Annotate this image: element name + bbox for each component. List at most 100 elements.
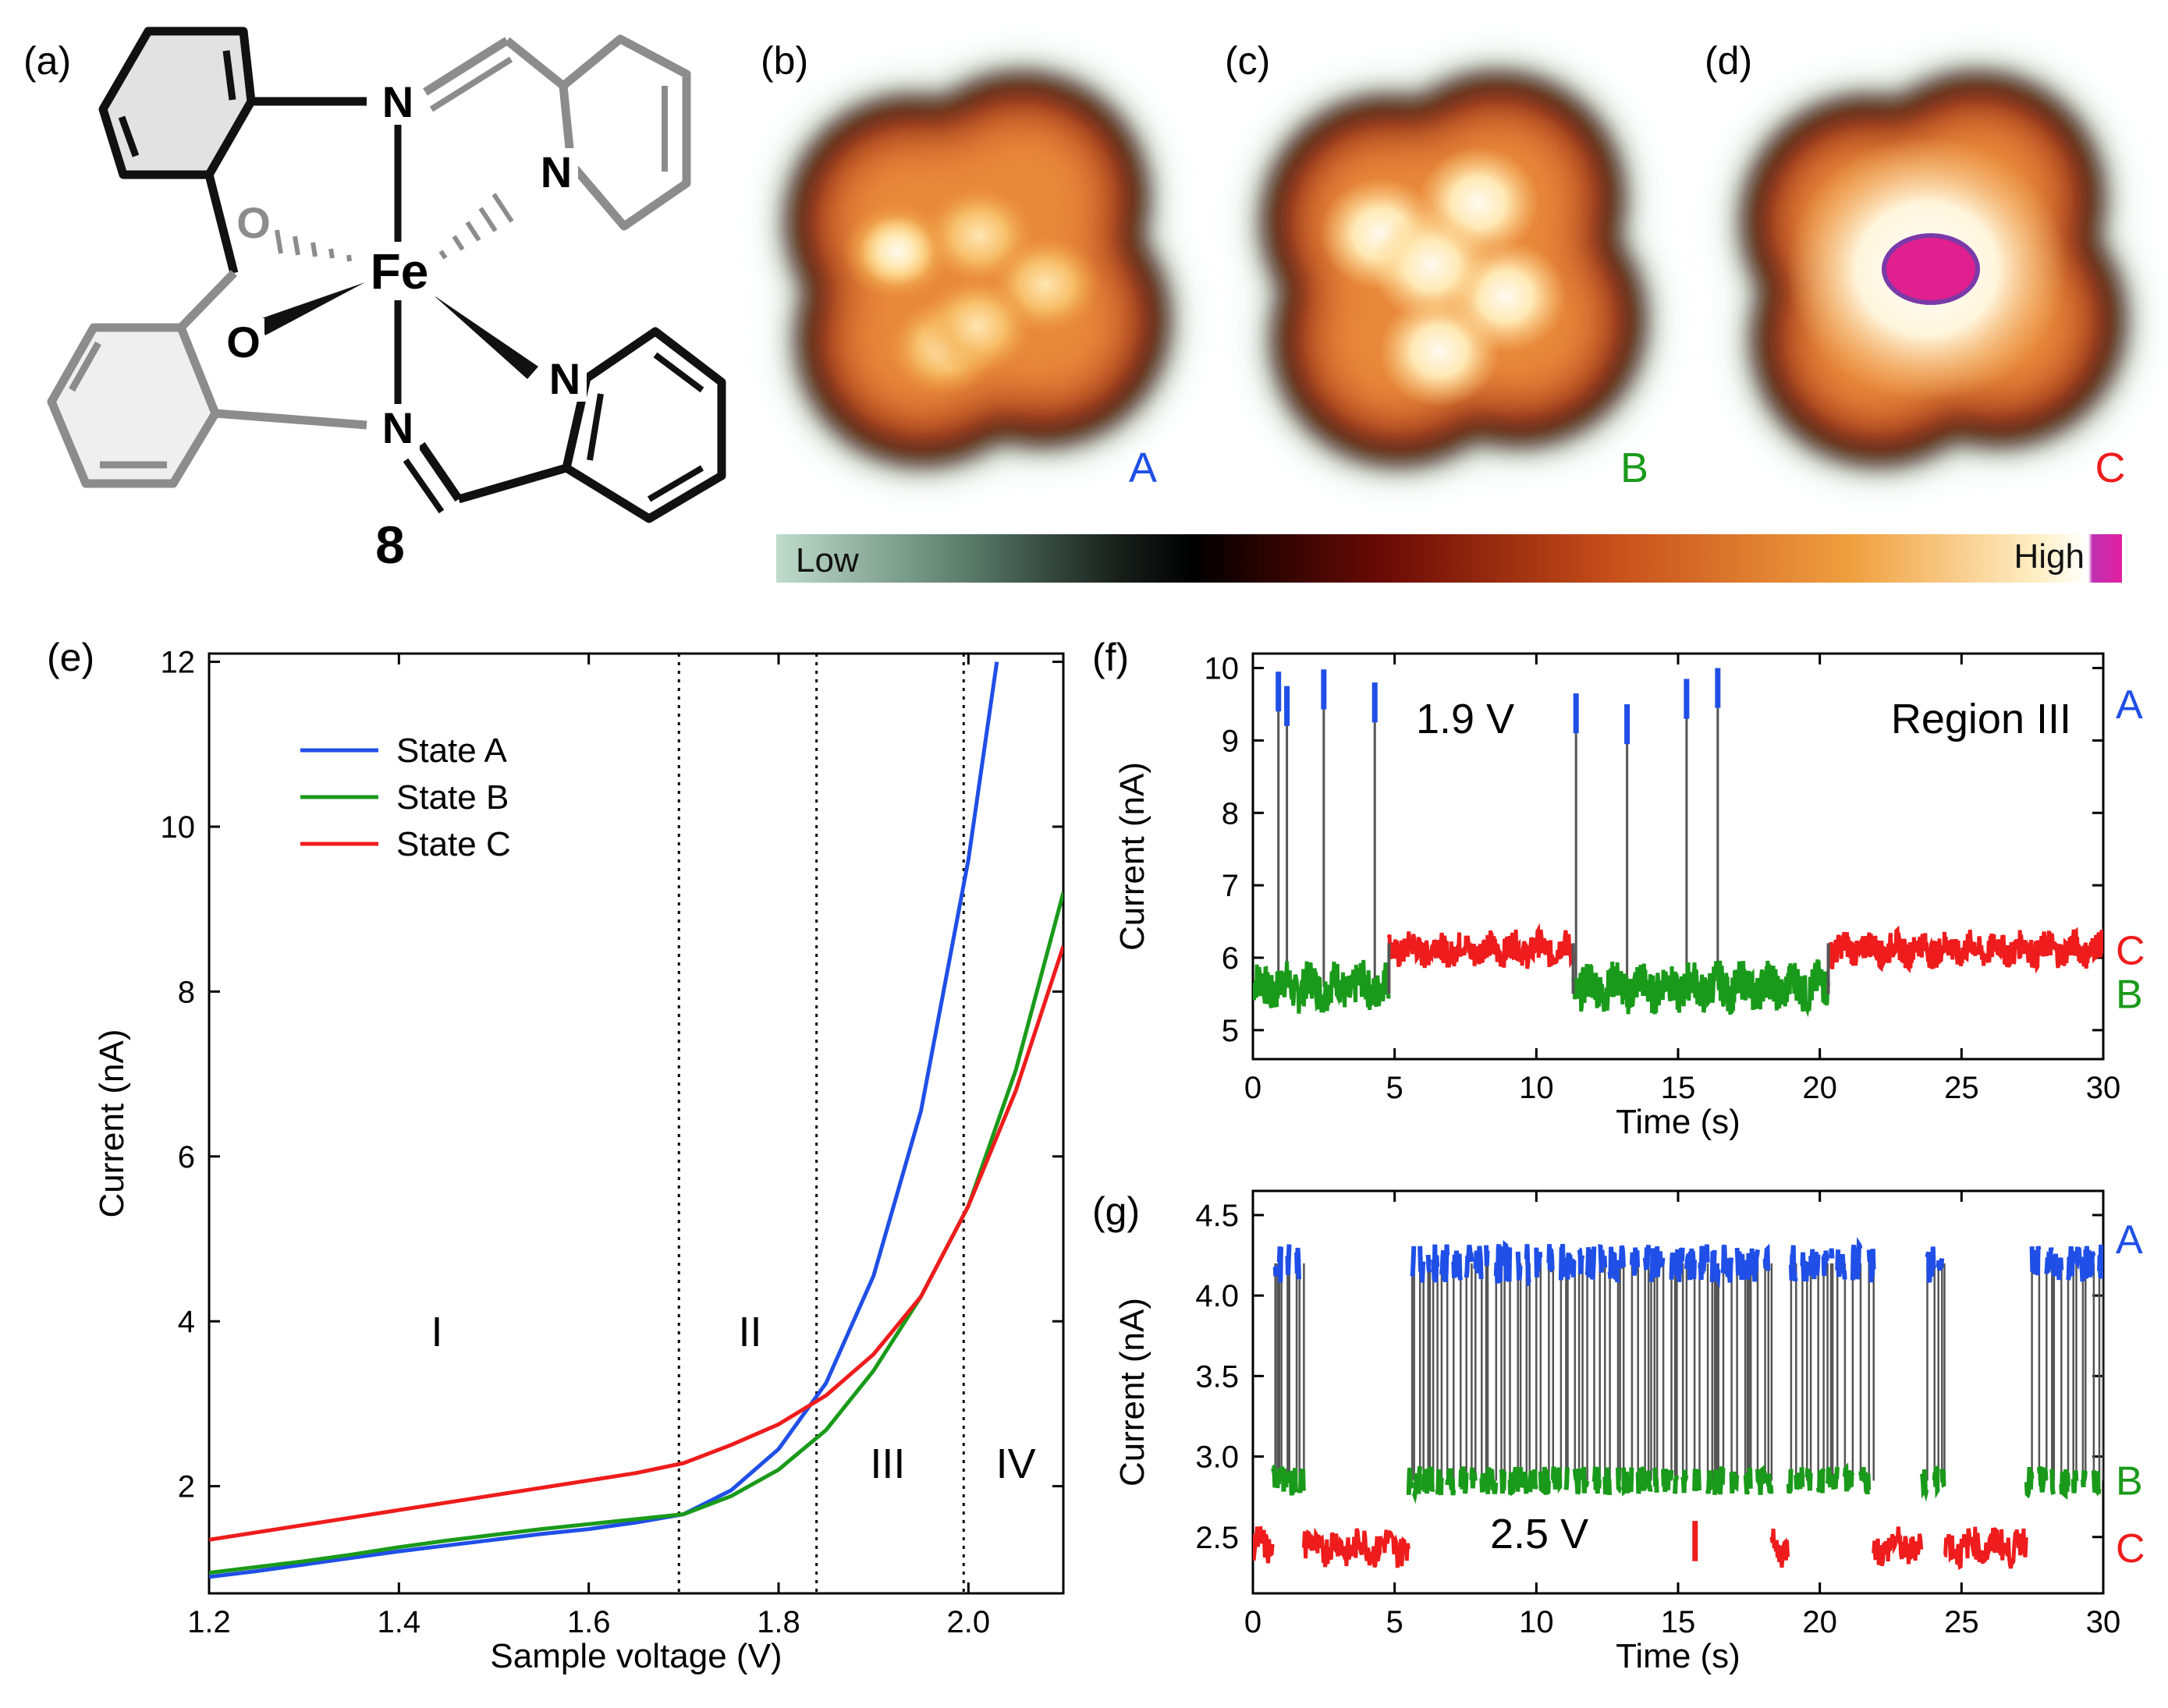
- state-a-segment: [1410, 1239, 1771, 1289]
- stm-image-state-b: [1252, 62, 1655, 476]
- panel-e-letter: (e): [47, 636, 94, 679]
- upper-phenyl-inner-bond: [222, 50, 236, 101]
- state-b-segment: [1571, 959, 1831, 1018]
- bond-ring-o-upper: [204, 173, 239, 275]
- level-label: C: [2116, 929, 2145, 974]
- stm-bright-spot: [860, 216, 935, 286]
- x-tick-label: 25: [1944, 1605, 1979, 1639]
- stm-bright-spot: [923, 278, 1032, 374]
- x-tick-label: 0: [1244, 1071, 1261, 1105]
- y-axis-label: Current (nA): [1113, 762, 1151, 951]
- atom-mask-n-pyr-bottom: [543, 355, 587, 402]
- state-label-c: C: [2095, 445, 2126, 491]
- y-tick-label: 12: [161, 646, 196, 680]
- hash-bond-fe-n-back: [438, 193, 514, 260]
- compound-number: 8: [375, 516, 405, 575]
- x-tick-label: 5: [1386, 1071, 1403, 1105]
- bond-imine-top: [423, 37, 509, 96]
- y-tick-label: 3.0: [1195, 1440, 1239, 1475]
- atom-mask-fe: [365, 248, 435, 299]
- state-a-segment: [1925, 1246, 1945, 1284]
- y-tick-label: 10: [1205, 652, 1240, 686]
- pyridine-bottom-inner: [587, 393, 604, 461]
- upper-phenyl-inner-bond-2: [118, 115, 140, 158]
- y-tick-label: 4: [178, 1305, 195, 1339]
- stm-magenta-spot: [1882, 233, 1980, 305]
- state-c-segment: [1943, 1526, 2028, 1570]
- state-a-segment: [1272, 1244, 1301, 1283]
- y-tick-label: 10: [161, 810, 196, 845]
- y-tick-label: 2: [178, 1470, 195, 1504]
- x-axis-label: Time (s): [1616, 1637, 1740, 1675]
- state-b-segment: [1406, 1464, 1774, 1504]
- atom-mask-o-front: [222, 318, 264, 363]
- state-a-segment: [1788, 1236, 1876, 1283]
- level-label: A: [2116, 1217, 2143, 1263]
- wedge-bond-fe-o: [257, 282, 365, 335]
- pyridine-bottom-inner-2: [653, 352, 704, 393]
- atom-mask-o-back: [232, 199, 275, 244]
- y-tick-label: 7: [1222, 869, 1239, 903]
- state-b-segment: [1253, 959, 1391, 1014]
- state-c-segment: [1301, 1527, 1410, 1568]
- atom-mask-n-pyr-top: [534, 148, 578, 195]
- atom-o-front: O: [226, 317, 261, 367]
- wedge-bond-fe-n-pyridine: [433, 295, 538, 379]
- y-tick-label: 9: [1222, 724, 1239, 758]
- level-label: C: [2116, 1526, 2145, 1572]
- state-c-segment: [1386, 923, 1576, 969]
- y-axis-label: Current (nA): [93, 1029, 131, 1217]
- y-tick-label: 2.5: [1195, 1521, 1239, 1555]
- y-tick-label: 4.5: [1195, 1199, 1239, 1233]
- transition-lines: [1926, 1263, 1946, 1481]
- x-tick-label: 1.8: [757, 1605, 800, 1639]
- y-tick-label: 8: [178, 975, 195, 1009]
- panel-g-letter: (g): [1092, 1189, 1140, 1233]
- state-b-segment: [1271, 1464, 1306, 1496]
- region-label: IV: [996, 1440, 1036, 1487]
- x-tick-label: 15: [1661, 1071, 1696, 1105]
- transition-lines: [1410, 1263, 1773, 1481]
- atom-n-bottom: N: [382, 403, 413, 452]
- stm-bright-spot: [1371, 209, 1492, 321]
- trace-group: [1253, 1236, 2103, 1570]
- x-tick-label: 25: [1944, 1071, 1979, 1105]
- series-line-state-c: [209, 945, 1063, 1542]
- region-label: II: [738, 1309, 761, 1355]
- panel-f-letter: (f): [1092, 636, 1129, 679]
- region-label: III: [870, 1440, 905, 1487]
- bond-imine-bottom: [417, 441, 463, 502]
- voltage-annotation: 2.5 V: [1490, 1511, 1588, 1557]
- state-b-segment: [2024, 1465, 2102, 1501]
- atom-o-back: O: [236, 198, 271, 247]
- atom-mask-n-top: [376, 78, 420, 125]
- hash-bond-fe-o: [275, 229, 352, 262]
- panel-d-letter: (d): [1705, 39, 1752, 83]
- state-c-segment: [1826, 925, 2103, 974]
- y-axis-label: Current (nA): [1113, 1298, 1151, 1487]
- panel-b-letter: (b): [761, 39, 808, 83]
- bond-imine-top-c: [504, 37, 566, 90]
- x-tick-label: 20: [1802, 1071, 1837, 1105]
- transition-lines: [1790, 1263, 1875, 1481]
- series-line-state-a: [209, 661, 999, 1579]
- state-c-segment: [1769, 1529, 1790, 1568]
- region-annotation: Region III: [1891, 696, 2071, 742]
- trace-group: [1253, 668, 2103, 1018]
- state-b-segment: [1919, 1465, 1946, 1502]
- stm-image-state-c: [1732, 62, 2135, 476]
- iv-curve-chart: 1.2 1.4 1.6 1.8 2.0 2 4 6 8 10 12 Sample voltage (V…: [93, 646, 1065, 1675]
- x-tick-label: 1.6: [567, 1605, 611, 1639]
- iv-curves: [209, 661, 1063, 1579]
- state-c-segment: [1872, 1526, 1924, 1567]
- plot-frame: [208, 652, 1065, 1595]
- atom-fe: Fe: [371, 243, 429, 299]
- transition-lines: [1274, 1263, 1305, 1481]
- x-tick-label: 30: [2086, 1605, 2121, 1639]
- legend-label: State B: [396, 778, 509, 817]
- bond-imine-bottom-c: [457, 463, 568, 504]
- colorbar-low-label: Low: [796, 541, 859, 579]
- state-c-segment: [1253, 1526, 1275, 1564]
- lower-phenyl-ring: [47, 323, 220, 488]
